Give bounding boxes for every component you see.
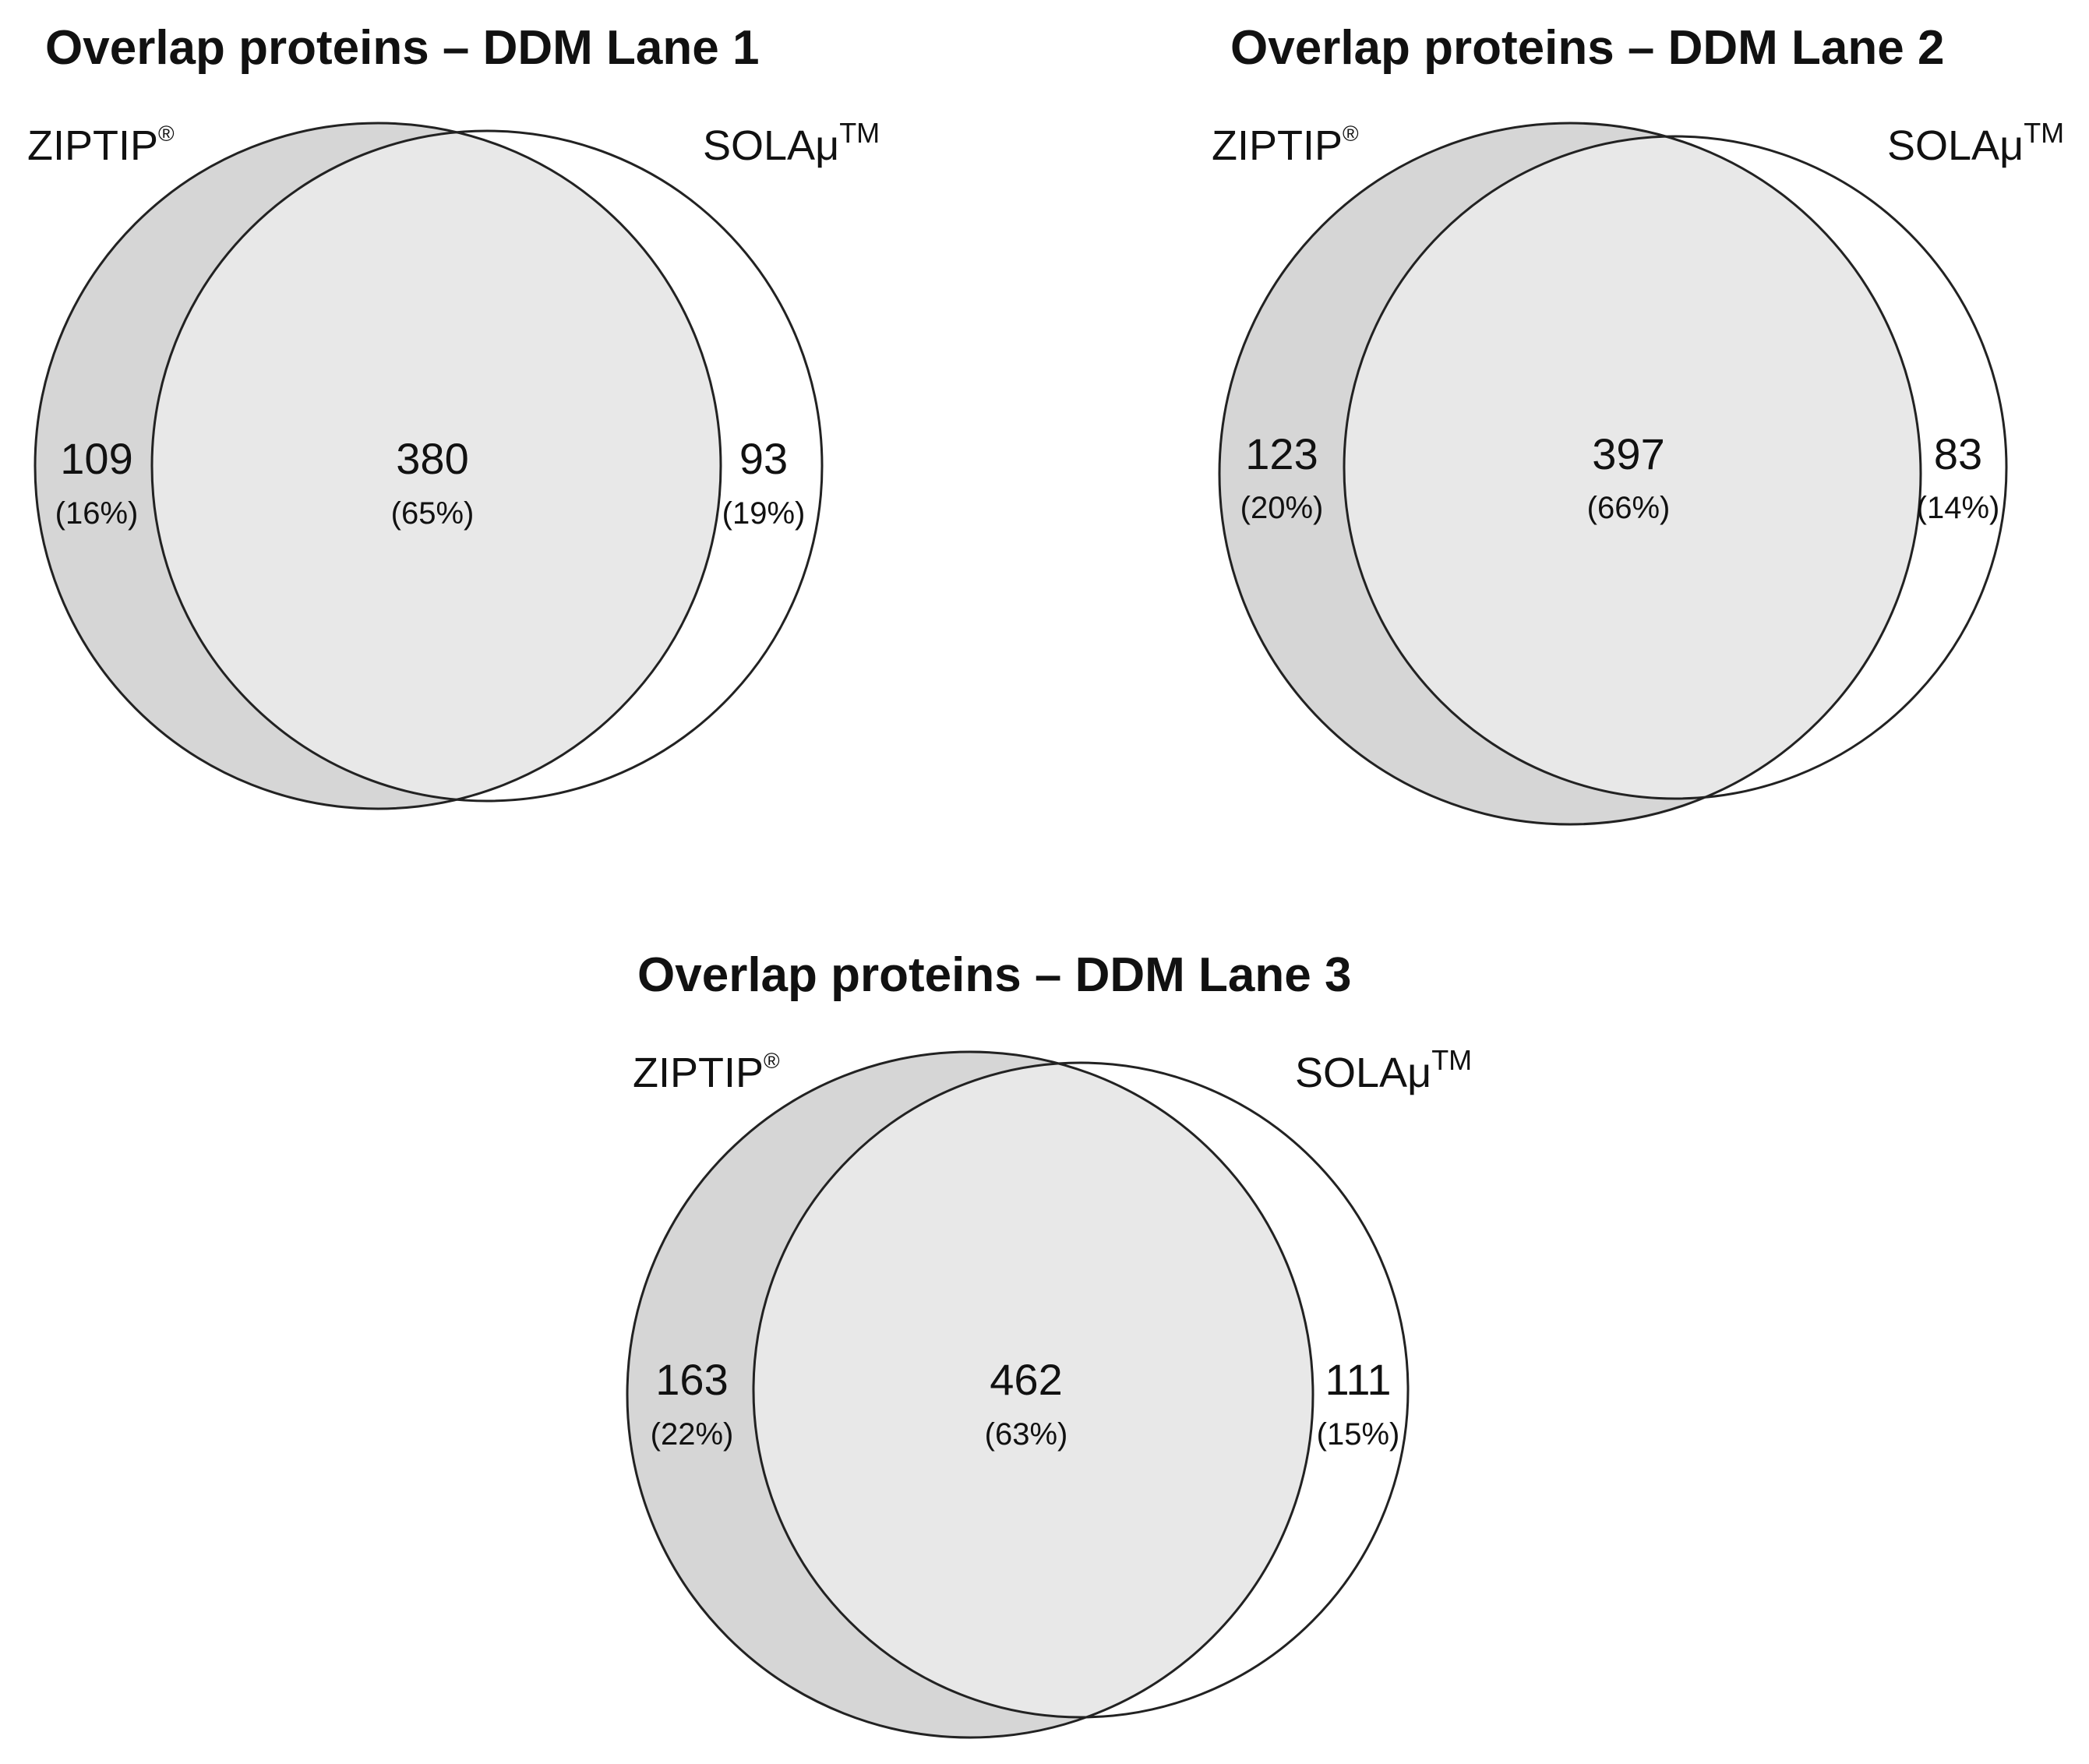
sola-only-count: 93 bbox=[739, 434, 788, 483]
set-label-sola: SOLAμTM bbox=[1295, 1044, 1472, 1096]
chart-title: Overlap proteins – DDM Lane 3 bbox=[637, 948, 1351, 1002]
chart-title: Overlap proteins – DDM Lane 1 bbox=[45, 21, 759, 75]
sola-circle bbox=[752, 1061, 1410, 1719]
set-label-sola: SOLAμTM bbox=[703, 117, 880, 169]
sola-circle bbox=[1343, 135, 2008, 800]
overlap-percent: (63%) bbox=[985, 1417, 1068, 1452]
ziptip-only-count: 163 bbox=[655, 1355, 728, 1404]
overlap-count: 380 bbox=[396, 434, 468, 483]
chart-title: Overlap proteins – DDM Lane 2 bbox=[1230, 21, 1944, 75]
venn-lane-1: Overlap proteins – DDM Lane 1 ZIPTIP® SO… bbox=[27, 21, 880, 810]
venn-lane-2: Overlap proteins – DDM Lane 2 ZIPTIP® SO… bbox=[1212, 21, 2064, 826]
overlap-region bbox=[152, 131, 721, 801]
overlap-percent: (65%) bbox=[391, 496, 475, 531]
sola-circle bbox=[150, 129, 824, 803]
set-label-ziptip: ZIPTIP® bbox=[633, 1049, 780, 1096]
venn-lane-3: Overlap proteins – DDM Lane 3 ZIPTIP® SO… bbox=[626, 948, 1472, 1739]
sola-only-percent: (15%) bbox=[1317, 1417, 1400, 1452]
ziptip-only-count: 123 bbox=[1245, 429, 1318, 478]
overlap-region bbox=[753, 1063, 1313, 1717]
ziptip-only-percent: (22%) bbox=[651, 1417, 734, 1452]
overlap-count: 462 bbox=[990, 1355, 1062, 1404]
overlap-count: 397 bbox=[1592, 429, 1664, 478]
set-label-ziptip: ZIPTIP® bbox=[1212, 122, 1359, 169]
ziptip-circle bbox=[34, 122, 722, 810]
sola-only-percent: (14%) bbox=[1917, 491, 2000, 525]
overlap-region bbox=[1344, 136, 1921, 799]
set-label-sola: SOLAμTM bbox=[1887, 117, 2064, 169]
ziptip-circle bbox=[626, 1050, 1314, 1739]
overlap-percent: (66%) bbox=[1587, 491, 1671, 525]
sola-only-count: 111 bbox=[1325, 1355, 1391, 1404]
sola-only-count: 83 bbox=[1934, 429, 1982, 478]
ziptip-only-count: 109 bbox=[60, 434, 132, 483]
sola-only-percent: (19%) bbox=[722, 496, 806, 531]
ziptip-only-percent: (16%) bbox=[55, 496, 139, 531]
ziptip-circle bbox=[1218, 122, 1922, 826]
set-label-ziptip: ZIPTIP® bbox=[27, 122, 175, 169]
ziptip-only-percent: (20%) bbox=[1240, 491, 1324, 525]
